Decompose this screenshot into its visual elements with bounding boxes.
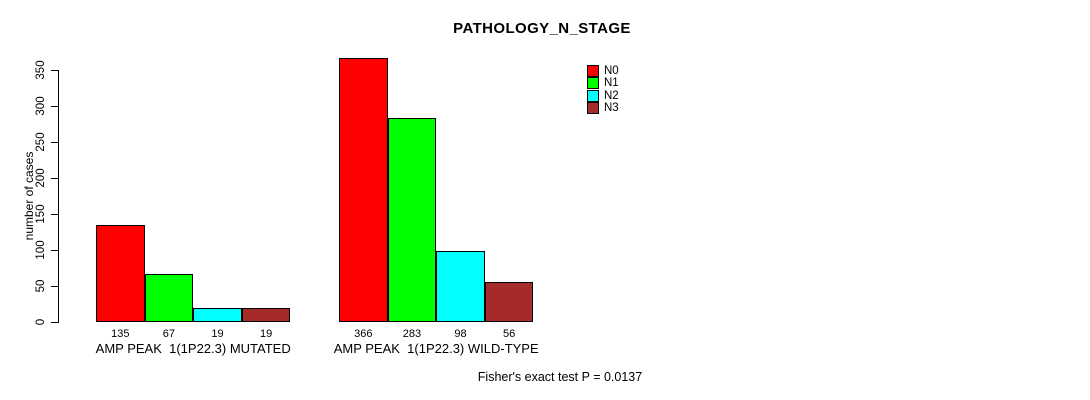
y-axis-tick (51, 178, 58, 179)
bar-value-label: 67 (162, 327, 176, 340)
y-axis-tick (51, 250, 58, 251)
legend-row: N0 (587, 65, 619, 78)
annotation-fisher-test: Fisher's exact test P = 0.0137 (477, 370, 643, 384)
group-label: AMP PEAK 1(1P22.3) WILD-TYPE (333, 341, 539, 356)
legend: N0 N1 N2 N3 (587, 65, 619, 115)
y-axis-tick (51, 322, 58, 323)
bar-n3 (241, 308, 291, 322)
y-axis-tick-label: 100 (35, 240, 47, 260)
bar-n0 (96, 224, 145, 322)
bar-value-label: 19 (259, 327, 273, 340)
legend-swatch-n2 (587, 89, 599, 102)
bar-n2 (436, 251, 485, 322)
bar-value-label: 56 (502, 327, 516, 340)
y-axis-tick-label: 350 (35, 60, 47, 80)
y-axis-tick (51, 70, 58, 71)
y-axis-tick-label: 250 (35, 132, 47, 152)
bar-n1 (144, 273, 194, 322)
bar-value-label: 366 (354, 327, 373, 340)
bar-value-label: 98 (454, 327, 467, 340)
legend-row: N3 (587, 102, 619, 115)
legend-label: N3 (604, 102, 619, 115)
y-axis-tick-label: 0 (35, 318, 47, 326)
bar-value-label: 135 (111, 327, 130, 340)
y-axis-tick-label: 150 (35, 204, 47, 224)
y-axis-tick (51, 286, 58, 287)
legend-swatch-n1 (587, 77, 599, 90)
legend-swatch-n0 (587, 65, 599, 78)
y-axis-tick (51, 214, 58, 215)
chart-title: PATHOLOGY_N_STAGE (453, 20, 631, 37)
y-axis-line (58, 70, 59, 323)
y-axis-tick-label: 200 (35, 168, 47, 188)
bar-n3 (484, 281, 534, 322)
bar-n2 (193, 308, 242, 322)
group-label: AMP PEAK 1(1P22.3) MUTATED (95, 341, 291, 356)
legend-row: N1 (587, 77, 619, 90)
y-axis-tick-label: 300 (35, 96, 47, 116)
y-axis-tick (51, 142, 58, 143)
bar-value-label: 283 (402, 327, 422, 340)
y-axis-tick-label: 50 (35, 279, 47, 293)
legend-row: N2 (587, 89, 619, 102)
bar-value-label: 19 (211, 327, 224, 340)
legend-label: N2 (604, 89, 619, 102)
y-axis-tick (51, 106, 58, 107)
legend-label: N1 (604, 77, 619, 90)
legend-label: N0 (604, 65, 619, 78)
bar-n1 (387, 118, 437, 322)
bar-n0 (339, 58, 388, 322)
legend-swatch-n3 (587, 102, 599, 115)
